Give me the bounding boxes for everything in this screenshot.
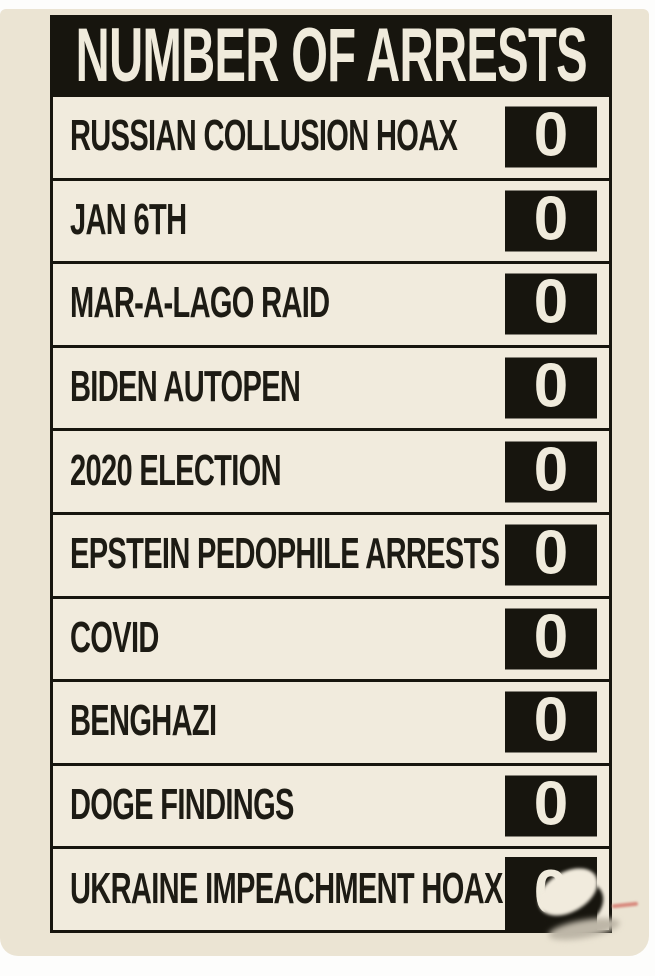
table-row-doge-findings: DOGE FINDINGS 0 <box>53 762 609 847</box>
table-header: NUMBER OF ARRESTS <box>53 18 609 97</box>
row-label: COVID <box>70 612 159 662</box>
row-label: UKRAINE IMPEACHMENT HOAX <box>70 863 503 913</box>
row-label: RUSSIAN COLLUSION HOAX <box>70 111 458 161</box>
row-label: DOGE FINDINGS <box>70 780 294 830</box>
table-title: NUMBER OF ARRESTS <box>75 15 587 98</box>
table-row-covid: COVID 0 <box>53 595 609 680</box>
arrests-table: NUMBER OF ARRESTS RUSSIAN COLLUSION HOAX… <box>50 15 612 933</box>
row-label: EPSTEIN PEDOPHILE ARRESTS <box>70 529 500 579</box>
count-box: 0 <box>505 518 597 588</box>
count-value: 0 <box>533 769 569 839</box>
count-box: 0 <box>505 602 597 672</box>
table-row-mar-a-lago-raid: MAR-A-LAGO RAID 0 <box>53 261 609 345</box>
count-box: 0 <box>505 351 597 421</box>
row-label: JAN 6TH <box>70 195 187 245</box>
count-box: 0 <box>505 769 597 839</box>
count-box: 0 <box>505 685 597 755</box>
table-row-ukraine-impeachment-hoax: UKRAINE IMPEACHMENT HOAX 0 <box>53 846 609 930</box>
table-row-biden-autopen: BIDEN AUTOPEN 0 <box>53 344 609 429</box>
table-row-jan-6th: JAN 6TH 0 <box>53 177 609 262</box>
paper-card: NUMBER OF ARRESTS RUSSIAN COLLUSION HOAX… <box>0 9 649 956</box>
row-label: MAR-A-LAGO RAID <box>70 278 330 328</box>
count-value: 0 <box>533 100 569 170</box>
count-box: 0 <box>505 100 597 170</box>
count-value: 0 <box>533 602 569 672</box>
count-value: 0 <box>533 267 569 337</box>
row-label: 2020 ELECTION <box>70 445 282 495</box>
table-row-benghazi: BENGHAZI 0 <box>53 679 609 763</box>
table-row-2020-election: 2020 ELECTION 0 <box>53 428 609 512</box>
count-value: 0 <box>533 518 569 588</box>
table-row-russian-collusion-hoax: RUSSIAN COLLUSION HOAX 0 <box>53 97 609 178</box>
row-label: BENGHAZI <box>70 696 217 746</box>
count-value: 0 <box>533 184 569 254</box>
count-box: 0 <box>505 435 597 505</box>
table-body: RUSSIAN COLLUSION HOAX 0 JAN 6TH 0 MAR-A… <box>53 97 609 930</box>
table-row-epstein-pedophile-arrests: EPSTEIN PEDOPHILE ARRESTS 0 <box>53 511 609 596</box>
count-value: 0 <box>533 351 569 421</box>
count-box: 0 <box>505 184 597 254</box>
row-label: BIDEN AUTOPEN <box>70 362 301 412</box>
count-value: 0 <box>533 685 569 755</box>
count-box: 0 <box>505 267 597 337</box>
count-value: 0 <box>533 435 569 505</box>
